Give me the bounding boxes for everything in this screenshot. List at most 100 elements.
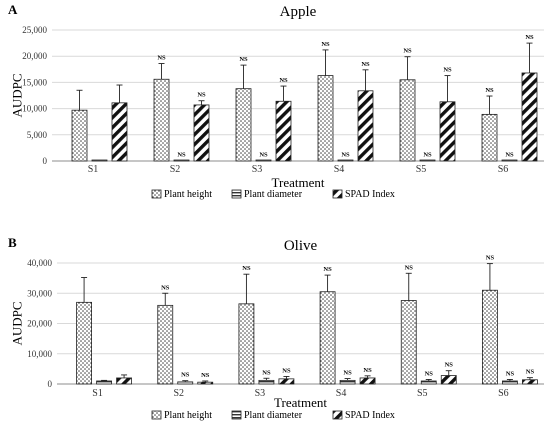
significance-label: NS [341,151,350,158]
y-tick-label: 30,000 [27,288,52,298]
bar-diagonal-stripes [193,104,210,162]
y-tick-label: 0 [48,379,53,389]
x-tick-label: S6 [498,164,509,175]
bar-dots [399,79,416,162]
bar-dots [71,109,88,162]
bar-dots [76,301,92,385]
bar-horizontal-lines [173,159,190,162]
bar-horizontal-lines [177,381,194,385]
bar-horizontal-lines [337,159,354,162]
x-axis-label: Treatment [272,175,325,190]
significance-label: NS [242,265,251,272]
significance-label: NS [197,92,206,99]
legend-label: SPAD Index [345,410,395,421]
bar-diagonal-stripes [357,90,374,162]
bar-diagonal-stripes [278,378,295,385]
significance-label: NS [343,370,352,377]
significance-label: NS [161,284,170,291]
significance-label: NS [403,48,412,55]
chart-title: Olive [284,238,318,254]
legend-label: Plant height [164,410,212,421]
bar-horizontal-lines [96,380,112,385]
bar-horizontal-lines [91,159,108,162]
bar-diagonal-stripes [275,100,292,162]
x-tick-label: S5 [416,164,427,175]
significance-label: NS [485,87,494,94]
bar-horizontal-lines [339,379,356,385]
x-tick-label: S3 [252,164,263,175]
significance-label: NS [506,370,515,377]
y-tick-label: 20,000 [22,51,47,61]
x-tick-label: S5 [417,388,428,399]
legend-swatch-horizontal-lines [231,189,242,199]
significance-label: NS [259,151,268,158]
y-axis-label: AUDPC [10,301,25,345]
significance-label: NS [282,367,291,374]
x-axis-label: Treatment [274,395,327,410]
y-tick-label: 15,000 [22,77,47,87]
x-tick-label: S1 [92,388,103,399]
significance-label: NS [363,367,372,374]
legend-swatch-diagonal-stripes [332,189,343,199]
significance-label: NS [423,151,432,158]
panel-label: A [8,2,18,17]
bar-horizontal-lines [419,159,436,162]
significance-label: NS [262,369,271,376]
significance-label: NS [321,41,330,48]
significance-label: NS [505,151,514,158]
bar-diagonal-stripes [439,101,456,162]
y-tick-label: 0 [43,156,48,166]
x-tick-label: S6 [498,388,509,399]
y-tick-label: 10,000 [22,104,47,114]
y-tick-label: 5,000 [27,130,48,140]
x-tick-label: S3 [255,388,266,399]
significance-label: NS [239,56,248,63]
bar-dots [235,88,252,162]
legend-label: SPAD Index [345,189,395,200]
bar-diagonal-stripes [111,102,128,162]
x-tick-label: S4 [334,164,345,175]
x-tick-label: S1 [88,164,99,175]
y-tick-label: 25,000 [22,25,47,35]
bar-dots [482,289,498,385]
chart-title: Apple [280,4,317,20]
legend-swatch-dots [151,189,162,199]
bar-horizontal-lines [258,379,275,385]
y-axis-label: AUDPC [10,73,25,117]
bar-diagonal-stripes [521,72,538,162]
bar-diagonal-stripes [522,379,538,385]
bar-diagonal-stripes [197,381,214,385]
legend-label: Plant diameter [244,410,303,421]
x-tick-label: S2 [173,388,184,399]
significance-label: NS [323,266,332,273]
bar-horizontal-lines [420,380,437,385]
y-tick-label: 40,000 [27,258,52,268]
bar-horizontal-lines [255,159,272,162]
significance-label: NS [525,34,534,41]
significance-label: NS [405,264,414,271]
legend-swatch-horizontal-lines [231,410,242,420]
y-tick-label: 10,000 [27,349,52,359]
legend-swatch-diagonal-stripes [332,410,343,420]
significance-label: NS [157,55,166,62]
bar-dots [317,75,334,162]
legend-swatch-dots [151,410,162,420]
bar-horizontal-lines [502,380,518,385]
significance-label: NS [445,362,454,369]
y-tick-label: 20,000 [27,319,52,329]
bar-dots [157,304,174,385]
bar-diagonal-stripes [359,377,376,385]
significance-label: NS [425,370,434,377]
bar-dots [481,113,498,162]
legend-label: Plant height [164,189,212,200]
panel-label: B [8,235,17,250]
significance-label: NS [177,151,186,158]
legend-label: Plant diameter [244,189,303,200]
significance-label: NS [279,77,288,84]
bar-dots [238,303,255,385]
bar-diagonal-stripes [440,375,457,385]
significance-label: NS [181,372,190,379]
significance-label: NS [526,369,535,376]
x-tick-label: S4 [336,388,347,399]
